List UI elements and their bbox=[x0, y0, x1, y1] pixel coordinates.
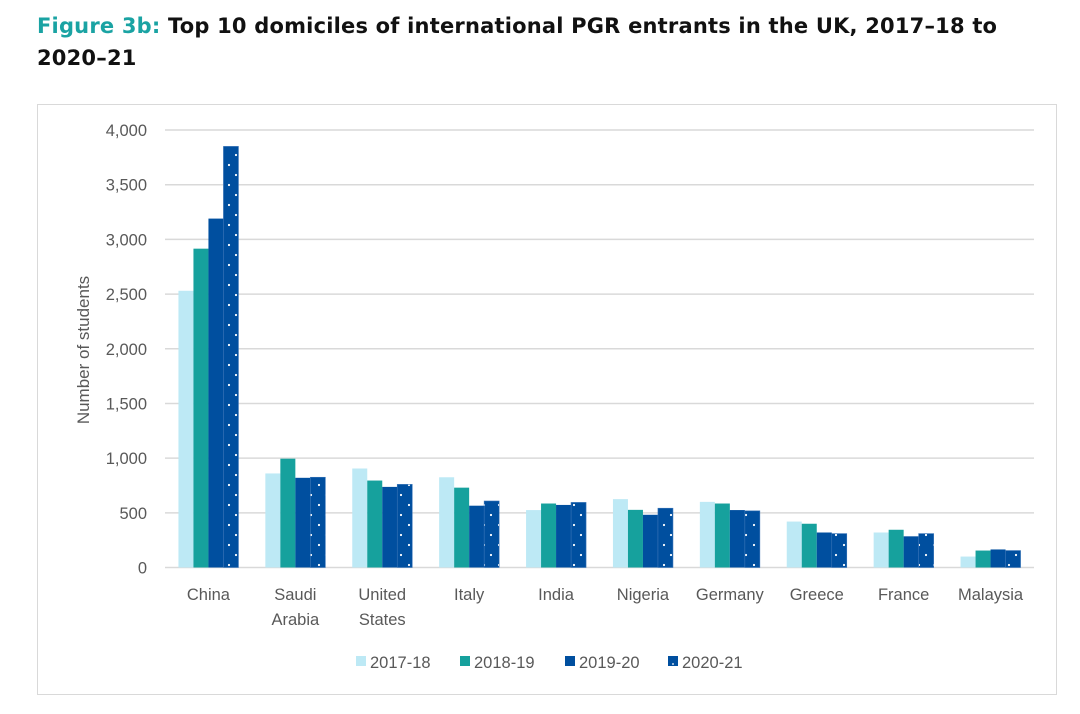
legend-swatch-dot bbox=[672, 663, 674, 665]
figure-title-line1: Top 10 domiciles of international PGR en… bbox=[168, 14, 998, 38]
bar-2017-18-saudi-arabia bbox=[265, 473, 281, 568]
legend-swatch bbox=[460, 656, 470, 666]
bar-2019-20-united-states bbox=[382, 486, 398, 568]
bar-2017-18-france bbox=[873, 532, 889, 568]
legend: 2017-18 2018-19 2019-20 2020-21 bbox=[356, 654, 743, 672]
x-category-label-line: Arabia bbox=[271, 611, 320, 629]
y-axis-title: Number of students bbox=[74, 276, 93, 424]
bar-2020-21-china bbox=[223, 146, 239, 568]
bar-2019-20-france bbox=[903, 536, 919, 568]
x-category-label-line: United bbox=[358, 586, 406, 604]
y-tick-label: 3,000 bbox=[106, 231, 147, 249]
y-tick-label: 1,000 bbox=[106, 450, 147, 468]
x-category-label: Italy bbox=[454, 586, 485, 604]
bar-2018-19-malaysia bbox=[975, 550, 991, 568]
bar-2019-20-india bbox=[556, 504, 572, 568]
bar-2018-19-france bbox=[888, 529, 904, 568]
x-category-label-line: Saudi bbox=[274, 586, 316, 604]
legend-swatch bbox=[668, 656, 678, 666]
bar-2018-19-united-states bbox=[367, 480, 383, 568]
bar-2018-19-nigeria bbox=[627, 509, 643, 568]
bar-2020-21-france bbox=[918, 533, 934, 568]
legend-swatch bbox=[565, 656, 575, 666]
bar-2020-21-nigeria bbox=[657, 507, 674, 568]
x-category-label: Greece bbox=[790, 586, 844, 604]
y-tick-label: 2,500 bbox=[106, 286, 147, 304]
bar-2017-18-germany bbox=[699, 501, 715, 568]
bar-2020-21-saudi-arabia bbox=[310, 476, 326, 568]
bar-2018-19-italy bbox=[454, 487, 470, 568]
x-category-label: Malaysia bbox=[958, 586, 1024, 604]
x-category-label: Nigeria bbox=[617, 586, 670, 604]
bar-2018-19-greece bbox=[801, 523, 817, 568]
y-tick-label: 1,500 bbox=[106, 395, 147, 413]
x-category-label: China bbox=[187, 586, 231, 604]
bar-2020-21-italy bbox=[483, 500, 500, 568]
x-category-label-line: China bbox=[187, 586, 231, 604]
x-category-label: Saudi Arabia bbox=[271, 586, 320, 629]
figure-label: Figure 3b: bbox=[37, 14, 161, 38]
bar-2017-18-italy bbox=[439, 477, 455, 568]
legend-label: 2018-19 bbox=[474, 654, 535, 672]
x-category-label-line: India bbox=[538, 586, 575, 604]
x-category-label: India bbox=[538, 586, 575, 604]
x-category-label-line: States bbox=[359, 611, 406, 629]
bar-2018-19-saudi-arabia bbox=[280, 458, 296, 568]
bar-2020-21-malaysia bbox=[1005, 550, 1021, 568]
bar-2019-20-nigeria bbox=[642, 514, 658, 568]
legend-label: 2017-18 bbox=[370, 654, 431, 672]
x-category-label: Germany bbox=[696, 586, 765, 604]
bar-2019-20-italy bbox=[469, 505, 485, 568]
bar-2020-21-india bbox=[570, 502, 587, 568]
legend-swatch bbox=[356, 656, 366, 666]
y-tick-label: 2,000 bbox=[106, 341, 147, 359]
bar-2017-18-greece bbox=[786, 521, 802, 568]
legend-label: 2019-20 bbox=[579, 654, 640, 672]
bar-2019-20-greece bbox=[816, 532, 832, 568]
y-tick-label: 0 bbox=[138, 560, 147, 578]
x-category-label-line: France bbox=[878, 586, 929, 604]
bar-2019-20-china bbox=[208, 218, 224, 568]
bar-2017-18-nigeria bbox=[612, 499, 628, 568]
bar-2018-19-china bbox=[193, 248, 209, 568]
bar-2017-18-united-states bbox=[352, 468, 368, 568]
y-tick-label: 3,500 bbox=[106, 177, 147, 195]
bar-2019-20-malaysia bbox=[990, 549, 1006, 568]
x-category-label-line: Malaysia bbox=[958, 586, 1024, 604]
x-category-label-line: Italy bbox=[454, 586, 485, 604]
x-category-label-line: Greece bbox=[790, 586, 844, 604]
figure-title-line2: 2020–21 bbox=[37, 46, 137, 70]
bar-2019-20-germany bbox=[729, 510, 745, 568]
x-axis-labels: China Saudi Arabia United States Italy India Ni… bbox=[187, 586, 1024, 629]
x-category-label-line: Nigeria bbox=[617, 586, 670, 604]
x-category-label-line: Germany bbox=[696, 586, 765, 604]
bar-2018-19-india bbox=[541, 503, 557, 568]
bar-2017-18-india bbox=[526, 510, 542, 568]
x-category-label: France bbox=[878, 586, 929, 604]
bar-2017-18-malaysia bbox=[960, 556, 976, 568]
bar-2020-21-greece bbox=[831, 533, 848, 568]
bar-2020-21-germany bbox=[744, 510, 761, 568]
figure-title: Figure 3b: Top 10 domiciles of internati… bbox=[37, 10, 1037, 74]
bar-2019-20-saudi-arabia bbox=[295, 477, 311, 568]
x-category-label: United States bbox=[358, 586, 406, 629]
bar-2018-19-germany bbox=[714, 503, 730, 568]
legend-label: 2020-21 bbox=[682, 654, 743, 672]
bar-2020-21-united-states bbox=[396, 484, 413, 568]
bars bbox=[178, 146, 1021, 568]
y-tick-label: 4,000 bbox=[106, 122, 147, 140]
y-tick-label: 500 bbox=[119, 505, 147, 523]
y-axis-ticks: 0 500 1,000 1,500 2,000 2,500 3,000 3,500 4,000 bbox=[106, 122, 147, 578]
bar-2017-18-china bbox=[178, 290, 194, 568]
